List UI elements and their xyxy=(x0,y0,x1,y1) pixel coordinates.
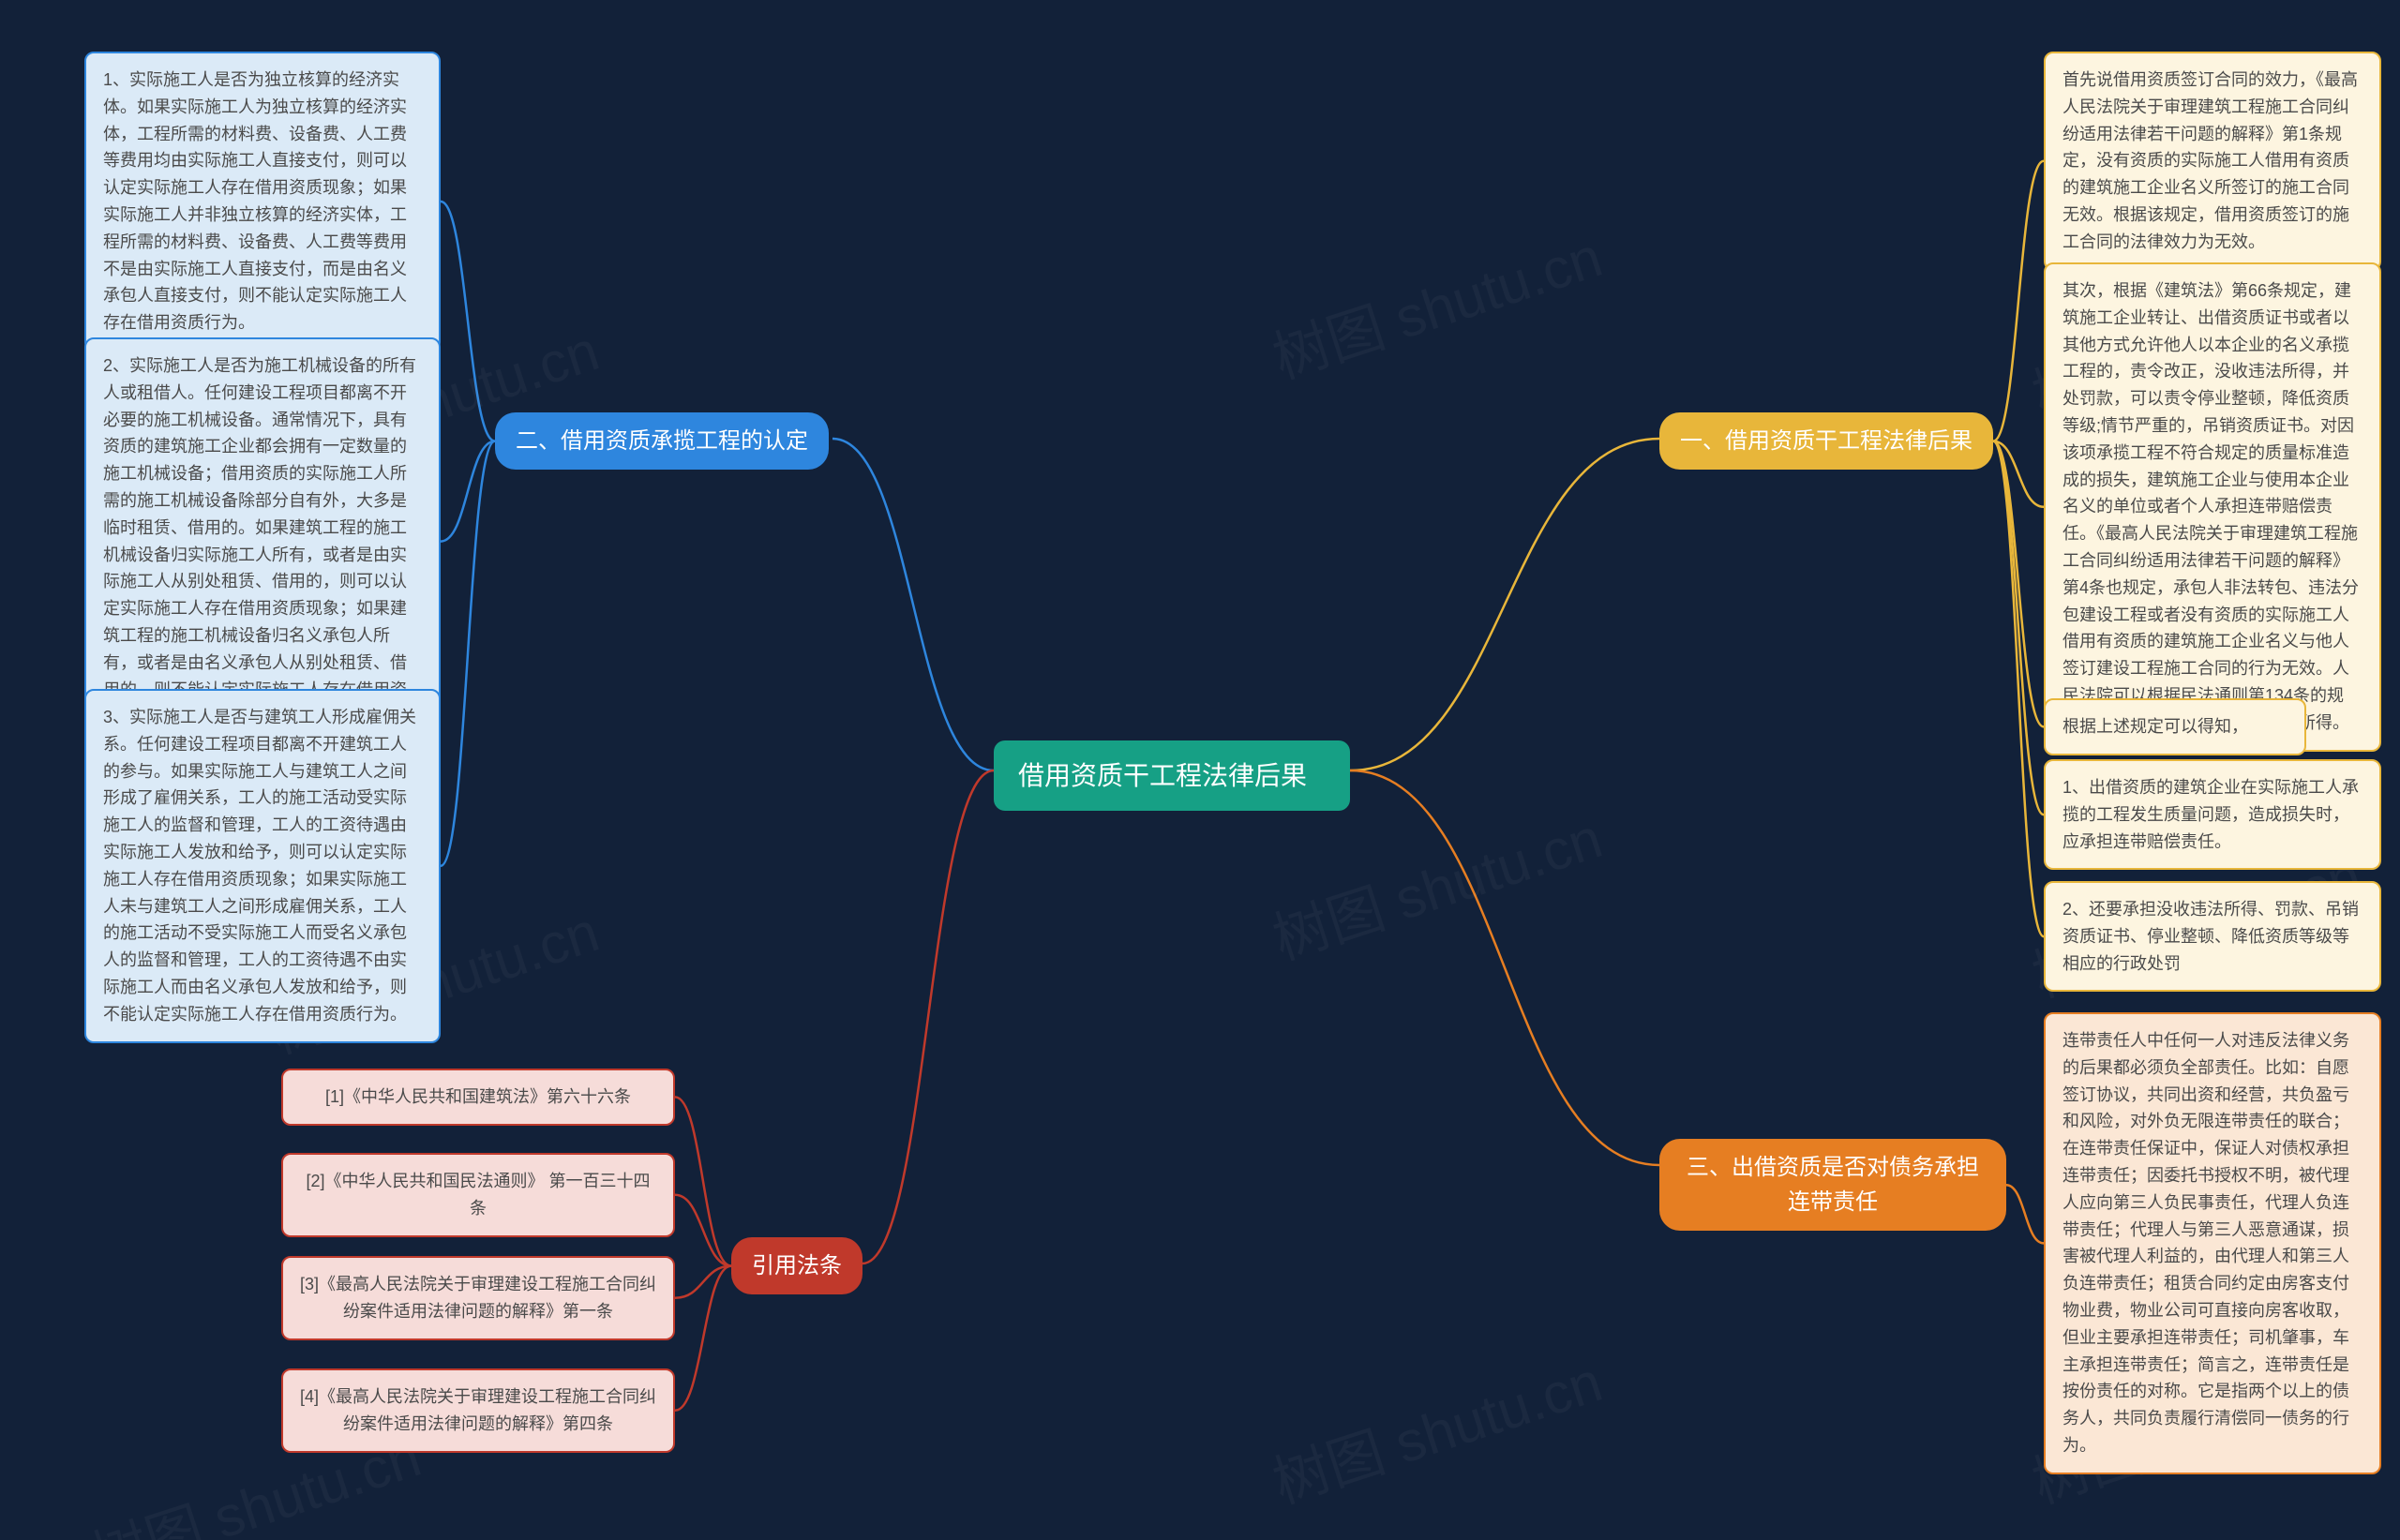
leaf-b4l2: [2]《中华人民共和国民法通则》 第一百三十四条 xyxy=(281,1153,675,1237)
mindmap-root: 借用资质干工程法律后果 xyxy=(994,740,1350,811)
watermark: 树图 shutu.cn xyxy=(1261,1337,1611,1519)
branch-b4: 引用法条 xyxy=(731,1237,862,1294)
leaf-b1l5: 2、还要承担没收违法所得、罚款、吊销资质证书、停业整顿、降低资质等级等相应的行政… xyxy=(2044,881,2381,992)
watermark: 树图 shutu.cn xyxy=(1261,793,1611,976)
leaf-b1l2: 其次，根据《建筑法》第66条规定，建筑施工企业转让、出借资质证书或者以其他方式允… xyxy=(2044,262,2381,752)
leaf-b4l1: [1]《中华人民共和国建筑法》第六十六条 xyxy=(281,1069,675,1126)
branch-b1: 一、借用资质干工程法律后果 xyxy=(1659,412,1993,470)
leaf-b4l3: [3]《最高人民法院关于审理建设工程施工合同纠纷案件适用法律问题的解释》第一条 xyxy=(281,1256,675,1340)
branch-b2: 二、借用资质承揽工程的认定 xyxy=(495,412,829,470)
leaf-b4l4: [4]《最高人民法院关于审理建设工程施工合同纠纷案件适用法律问题的解释》第四条 xyxy=(281,1368,675,1453)
leaf-b1l4: 1、出借资质的建筑企业在实际施工人承揽的工程发生质量问题，造成损失时，应承担连带… xyxy=(2044,759,2381,870)
leaf-b2l3: 3、实际施工人是否与建筑工人形成雇佣关系。任何建设工程项目都离不开建筑工人的参与… xyxy=(84,689,441,1043)
watermark: 树图 shutu.cn xyxy=(1261,212,1611,395)
leaf-b2l1: 1、实际施工人是否为独立核算的经济实体。如果实际施工人为独立核算的经济实体，工程… xyxy=(84,52,441,351)
branch-b3: 三、出借资质是否对债务承担连带责任 xyxy=(1659,1139,2006,1231)
leaf-b3l1: 连带责任人中任何一人对违反法律义务的后果都必须负全部责任。比如：自愿签订协议，共… xyxy=(2044,1012,2381,1474)
leaf-b2l2: 2、实际施工人是否为施工机械设备的所有人或租借人。任何建设工程项目都离不开必要的… xyxy=(84,337,441,745)
leaf-b1l1: 首先说借用资质签订合同的效力，《最高人民法院关于审理建筑工程施工合同纠纷适用法律… xyxy=(2044,52,2381,271)
leaf-b1l3: 根据上述规定可以得知， xyxy=(2044,698,2306,755)
